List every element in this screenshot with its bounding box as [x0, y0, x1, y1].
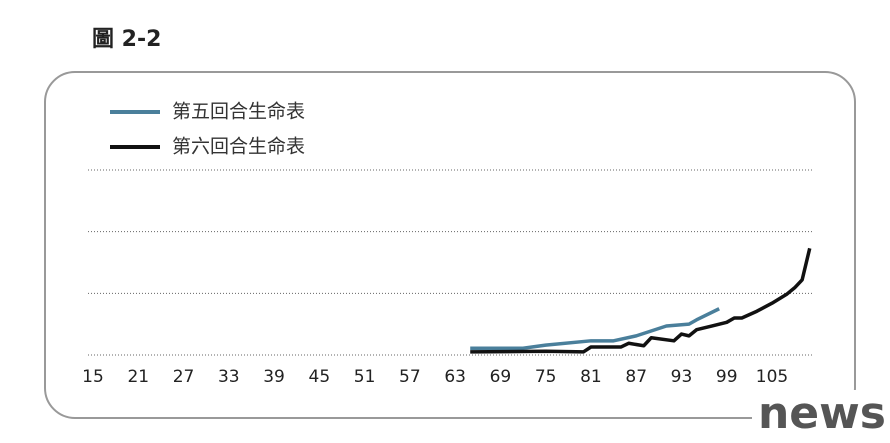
x-tick-label: 51	[354, 367, 376, 387]
x-tick-label: 21	[127, 367, 149, 387]
x-tick-label: 69	[490, 367, 512, 387]
legend-label: 第六回合生命表	[172, 136, 305, 158]
x-tick-label: 93	[671, 367, 693, 387]
legend-label: 第五回合生命表	[172, 101, 305, 123]
x-tick-label: 81	[580, 367, 602, 387]
x-tick-label: 45	[309, 367, 331, 387]
x-tick-label: 63	[444, 367, 466, 387]
watermark: news	[758, 388, 886, 439]
x-tick-label: 27	[173, 367, 195, 387]
x-tick-label: 33	[218, 367, 240, 387]
x-tick-label: 105	[756, 367, 788, 387]
line	[470, 247, 812, 354]
x-tick-label: 87	[625, 367, 647, 387]
line	[470, 307, 720, 350]
chart-title: 圖 2-2	[92, 27, 161, 52]
x-tick-label: 57	[399, 367, 421, 387]
watermark-bg	[752, 390, 890, 443]
x-tick-label: 99	[716, 367, 738, 387]
x-tick-label: 15	[82, 367, 104, 387]
x-tick-label: 39	[263, 367, 285, 387]
frame	[44, 71, 856, 419]
x-tick-label: 75	[535, 367, 557, 387]
